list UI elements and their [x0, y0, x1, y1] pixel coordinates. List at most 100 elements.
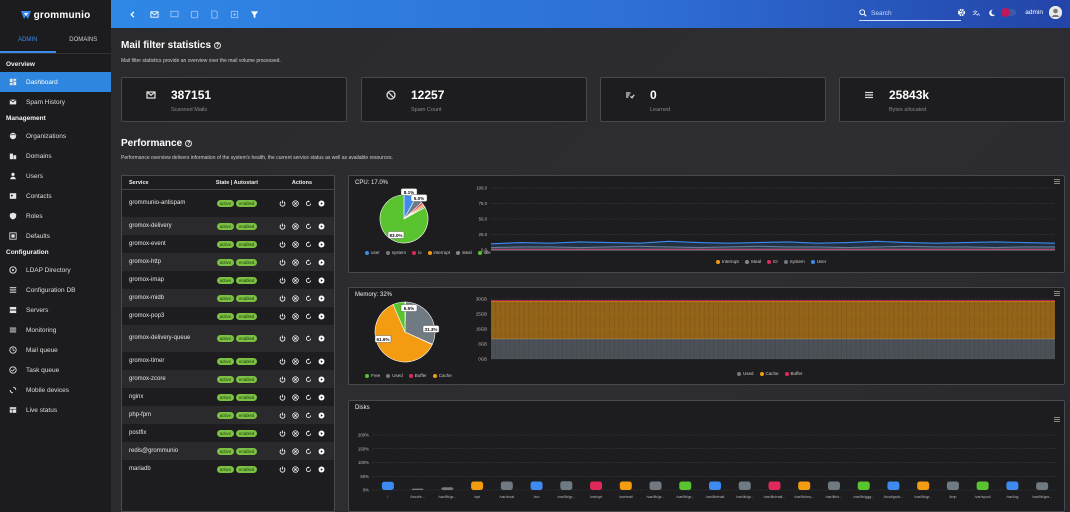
disk-bar[interactable] [1006, 481, 1019, 490]
start-icon[interactable] [318, 358, 325, 365]
enabled-badge[interactable]: enabled [235, 312, 258, 320]
disk-bar[interactable] [471, 481, 484, 490]
sidebar-item-mail-queue[interactable]: Mail queue [0, 340, 111, 360]
stop-icon[interactable] [292, 276, 299, 284]
disk-bar[interactable] [887, 481, 900, 490]
disk-bar[interactable] [560, 481, 573, 490]
start-icon[interactable] [318, 200, 325, 207]
legend-item[interactable]: io [412, 250, 422, 255]
enabled-badge[interactable]: enabled [235, 375, 258, 383]
restart-icon[interactable] [305, 240, 312, 248]
sidebar-item-organizations[interactable]: Organizations [0, 126, 111, 146]
line-user[interactable] [490, 240, 1056, 245]
power-icon[interactable] [279, 394, 286, 401]
enabled-badge[interactable]: enabled [235, 258, 258, 266]
archive-icon[interactable] [229, 9, 239, 19]
enabled-badge[interactable]: enabled [235, 222, 258, 230]
restart-icon[interactable] [305, 429, 312, 437]
legend-item[interactable]: Cache [432, 373, 452, 378]
disk-bar[interactable] [679, 481, 692, 490]
legend-item[interactable]: IO [767, 259, 778, 264]
files-icon[interactable] [209, 9, 219, 19]
enabled-badge[interactable]: enabled [235, 335, 258, 342]
pie-slice-used[interactable] [404, 301, 436, 345]
legend-item[interactable]: Used [737, 371, 754, 376]
enabled-badge[interactable]: enabled [235, 294, 258, 302]
disk-bar[interactable] [1036, 482, 1049, 490]
stop-icon[interactable] [292, 222, 299, 230]
legend-item[interactable]: idle [477, 250, 491, 255]
disk-bar[interactable] [798, 481, 811, 490]
legend-item[interactable]: System [783, 259, 805, 264]
restart-icon[interactable] [305, 200, 312, 207]
stop-icon[interactable] [292, 200, 299, 207]
restart-icon[interactable] [305, 447, 312, 455]
restart-icon[interactable] [305, 222, 312, 230]
start-icon[interactable] [318, 466, 325, 473]
legend-item[interactable]: Buffer [408, 373, 427, 378]
tab-admin[interactable]: ADMIN [0, 32, 56, 53]
sidebar-item-configuration-db[interactable]: Configuration DB [0, 280, 111, 300]
start-icon[interactable] [318, 412, 325, 419]
disk-bar[interactable] [411, 488, 424, 490]
sidebar-item-ldap-directory[interactable]: LDAP Directory [0, 260, 111, 280]
restart-icon[interactable] [305, 393, 312, 401]
enabled-badge[interactable]: enabled [235, 447, 258, 455]
mail-icon[interactable] [149, 9, 159, 19]
dark-mode-toggle[interactable] [1001, 8, 1017, 17]
sidebar-item-monitoring[interactable]: Monitoring [0, 320, 111, 340]
enabled-badge[interactable]: enabled [235, 465, 258, 473]
disk-bar[interactable] [590, 481, 603, 490]
disk-bar[interactable] [649, 481, 662, 490]
enabled-badge[interactable]: enabled [235, 240, 258, 248]
power-icon[interactable] [279, 277, 286, 284]
video-icon[interactable] [189, 9, 199, 19]
menu-icon[interactable] [1054, 417, 1060, 422]
legend-item[interactable]: system [385, 250, 406, 255]
sidebar-item-domains[interactable]: Domains [0, 146, 111, 166]
disk-bar[interactable] [917, 481, 930, 490]
logo[interactable]: grommunio [0, 0, 111, 30]
enabled-badge[interactable]: enabled [235, 276, 258, 284]
start-icon[interactable] [318, 241, 325, 248]
enabled-badge[interactable]: enabled [235, 429, 258, 437]
stop-icon[interactable] [292, 294, 299, 302]
power-icon[interactable] [279, 412, 286, 419]
start-icon[interactable] [318, 376, 325, 383]
disk-bar[interactable] [857, 481, 870, 490]
disk-bar[interactable] [709, 481, 721, 490]
enabled-badge[interactable]: enabled [235, 411, 258, 419]
disk-bar[interactable] [619, 481, 632, 490]
stop-icon[interactable] [292, 240, 299, 248]
dark-mode-icon[interactable] [988, 9, 996, 17]
legend-item[interactable]: interrupt [427, 250, 450, 255]
user-name[interactable]: admin [1025, 9, 1043, 16]
power-icon[interactable] [279, 241, 286, 248]
sidebar-item-live-status[interactable]: Live status [0, 400, 111, 420]
disk-bar[interactable] [768, 481, 781, 490]
stop-icon[interactable] [292, 258, 299, 266]
power-icon[interactable] [279, 430, 286, 437]
filter-icon[interactable] [249, 9, 259, 19]
start-icon[interactable] [318, 335, 325, 342]
start-icon[interactable] [318, 295, 325, 302]
sidebar-item-contacts[interactable]: Contacts [0, 186, 111, 206]
menu-icon[interactable] [1054, 179, 1060, 184]
legend-item[interactable]: Cache [759, 371, 779, 376]
power-icon[interactable] [279, 223, 286, 230]
stop-icon[interactable] [292, 393, 299, 401]
start-icon[interactable] [318, 448, 325, 455]
power-icon[interactable] [279, 200, 286, 207]
collapse-icon[interactable] [127, 9, 137, 19]
chat-icon[interactable] [169, 9, 179, 19]
sidebar-item-mobile-devices[interactable]: Mobile devices [0, 380, 111, 400]
disk-bar[interactable] [738, 481, 751, 490]
power-icon[interactable] [279, 335, 286, 342]
stop-icon[interactable] [292, 429, 299, 437]
sidebar-item-defaults[interactable]: Defaults [0, 226, 111, 246]
sidebar-item-servers[interactable]: Servers [0, 300, 111, 320]
settings-icon[interactable] [957, 8, 966, 17]
line-system[interactable] [490, 245, 1055, 249]
pie-slice-idle[interactable] [379, 194, 429, 244]
